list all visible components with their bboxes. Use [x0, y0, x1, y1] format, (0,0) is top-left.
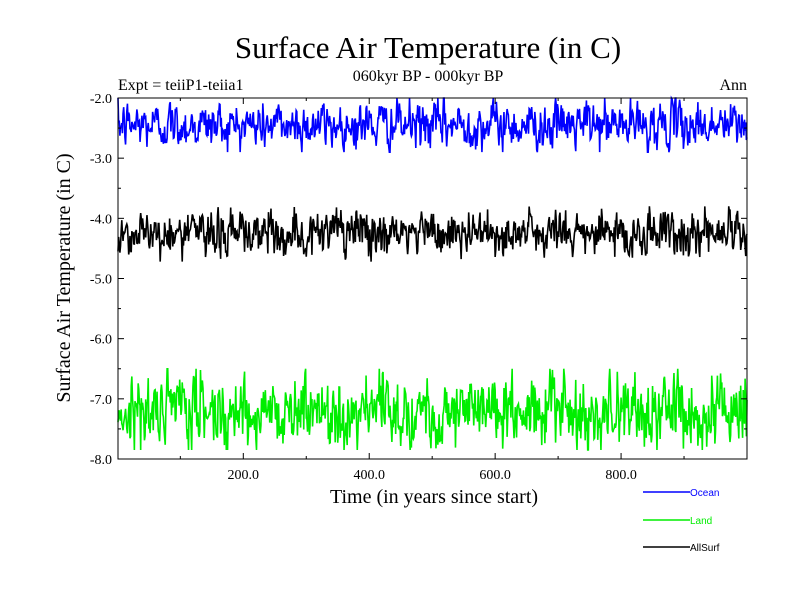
series-line-allsurf: [117, 206, 748, 262]
y-axis-label: Surface Air Temperature (in C): [53, 153, 75, 402]
y-tick-label: -5.0: [90, 273, 112, 288]
y-tick-label: -2.0: [90, 92, 112, 107]
y-tick-label: -4.0: [90, 212, 112, 227]
y-tick-label: -6.0: [90, 333, 112, 348]
chart-subtitle: 060kyr BP - 000kyr BP: [353, 68, 504, 85]
legend-label-ocean: Ocean: [690, 488, 719, 499]
x-axis: 200.0 400.0 600.0 800.0: [179, 98, 685, 483]
y-axis: -2.0 -3.0 -4.0 -5.0 -6.0 -7.0 -8.0: [90, 92, 747, 468]
y-tick-label: -7.0: [90, 393, 112, 408]
series-line-land: [117, 367, 748, 451]
chart-title: Surface Air Temperature (in C): [235, 30, 621, 65]
y-tick-label: -3.0: [90, 152, 112, 167]
legend: Ocean Land AllSurf: [643, 488, 720, 554]
x-axis-label: Time (in years since start): [330, 486, 538, 508]
season-label: Ann: [719, 77, 747, 94]
legend-label-land: Land: [690, 516, 712, 527]
x-tick-label: 400.0: [353, 468, 385, 483]
experiment-label: Expt = teiiP1-teiia1: [118, 77, 243, 94]
series-layer: [117, 95, 748, 451]
series-line-ocean: [117, 95, 748, 153]
legend-label-allsurf: AllSurf: [690, 543, 720, 554]
x-tick-label: 200.0: [228, 468, 260, 483]
x-tick-label: 600.0: [479, 468, 511, 483]
y-tick-label: -8.0: [90, 453, 112, 468]
x-tick-label: 800.0: [605, 468, 637, 483]
